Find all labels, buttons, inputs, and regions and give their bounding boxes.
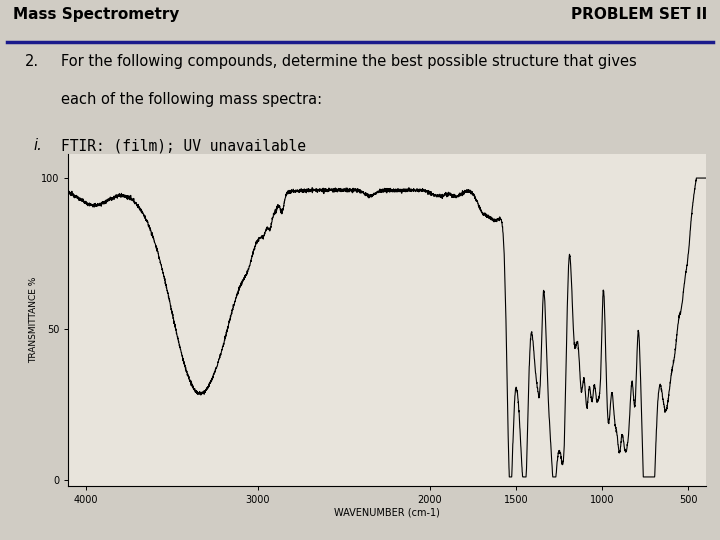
Text: FTIR: (film); UV unavailable: FTIR: (film); UV unavailable [61,138,306,153]
Text: Mass Spectrometry: Mass Spectrometry [13,7,179,22]
Text: PROBLEM SET II: PROBLEM SET II [571,7,707,22]
Text: i.: i. [34,138,42,153]
X-axis label: WAVENUMBER (cm-1): WAVENUMBER (cm-1) [334,508,440,518]
Text: 2.: 2. [25,54,40,69]
Y-axis label: TRANSMITTANCE %: TRANSMITTANCE % [30,277,38,363]
Text: For the following compounds, determine the best possible structure that gives: For the following compounds, determine t… [61,54,637,69]
Text: each of the following mass spectra:: each of the following mass spectra: [61,92,323,107]
